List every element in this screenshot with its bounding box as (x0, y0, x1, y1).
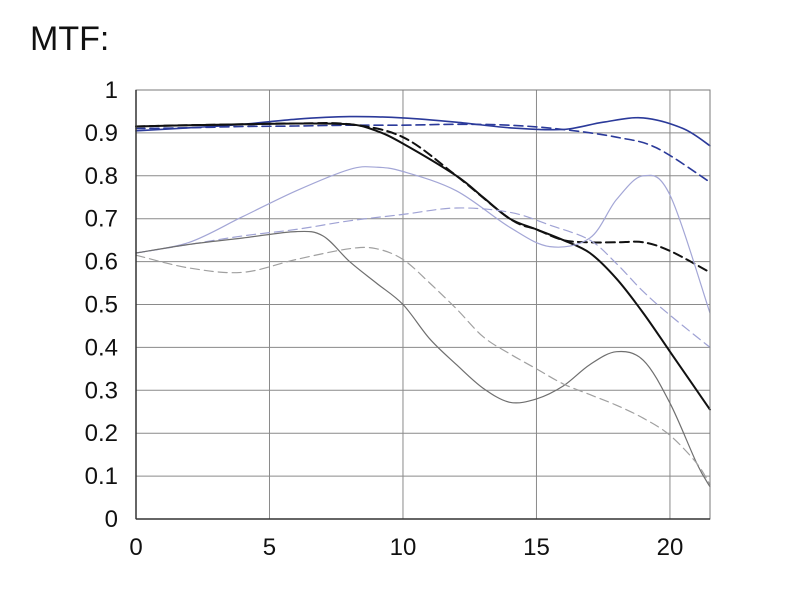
plot-frame (135, 89, 711, 520)
series-line-2 (135, 123, 711, 183)
y-tick-label: 0.9 (85, 120, 118, 147)
x-axis-ticks: 0 5 10 15 20 (129, 534, 683, 561)
series-line-5 (135, 166, 711, 314)
series-line-6 (135, 207, 711, 348)
y-tick-label: 0.2 (85, 420, 118, 447)
y-tick-label: 0.5 (85, 292, 118, 319)
series-line-1 (135, 115, 711, 147)
y-tick-label: 0.3 (85, 377, 118, 404)
chart-title: MTF: (30, 20, 110, 58)
y-tick-label: 0.7 (85, 206, 118, 233)
x-tick-label: 10 (390, 534, 417, 561)
y-tick-label: 0.8 (85, 163, 118, 190)
y-tick-label: 0.1 (85, 463, 118, 490)
series-line-4 (135, 122, 711, 274)
y-tick-label: 0.4 (85, 334, 118, 361)
x-tick-label: 15 (523, 534, 550, 561)
series-line-3 (135, 122, 711, 411)
y-tick-label: 0.6 (85, 249, 118, 276)
y-axis-ticks: 0 0.1 0.2 0.3 0.4 0.5 0.6 0.7 0.8 0.9 1 (85, 77, 118, 533)
y-tick-label: 1 (105, 77, 118, 104)
x-tick-label: 5 (263, 534, 276, 561)
x-tick-label: 20 (657, 534, 684, 561)
series-line-7 (135, 230, 711, 488)
series-line-8 (135, 246, 711, 486)
x-tick-label: 0 (129, 534, 142, 561)
y-tick-label: 0 (105, 506, 118, 533)
series-group (135, 115, 711, 488)
